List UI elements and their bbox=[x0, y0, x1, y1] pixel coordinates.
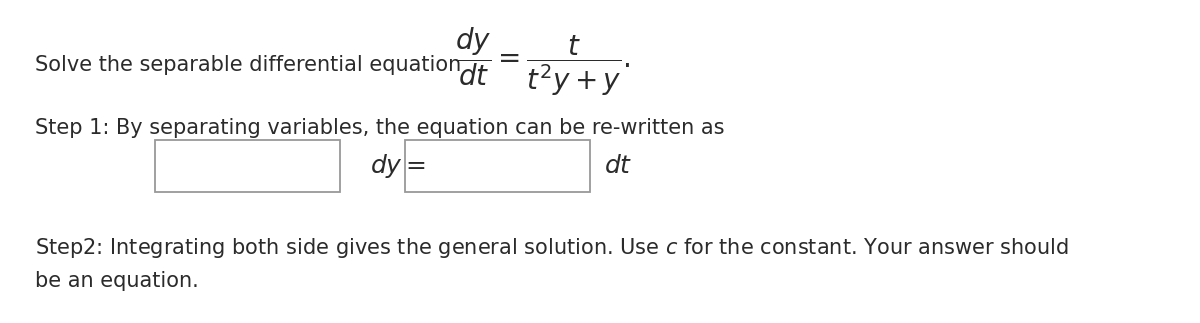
Text: Step 1: By separating variables, the equation can be re-written as: Step 1: By separating variables, the equ… bbox=[35, 118, 725, 138]
Text: be an equation.: be an equation. bbox=[35, 271, 199, 291]
Text: $dt$: $dt$ bbox=[604, 154, 632, 178]
Text: $\dfrac{dy}{dt} = \dfrac{t}{t^{2}y+y}.$: $\dfrac{dy}{dt} = \dfrac{t}{t^{2}y+y}.$ bbox=[455, 26, 631, 98]
FancyBboxPatch shape bbox=[155, 140, 340, 192]
FancyBboxPatch shape bbox=[406, 140, 590, 192]
Text: Solve the separable differential equation: Solve the separable differential equatio… bbox=[35, 55, 461, 75]
Text: Step2: Integrating both side gives the general solution. Use $c$ for the constan: Step2: Integrating both side gives the g… bbox=[35, 236, 1069, 260]
Text: $dy =$: $dy =$ bbox=[370, 152, 426, 180]
